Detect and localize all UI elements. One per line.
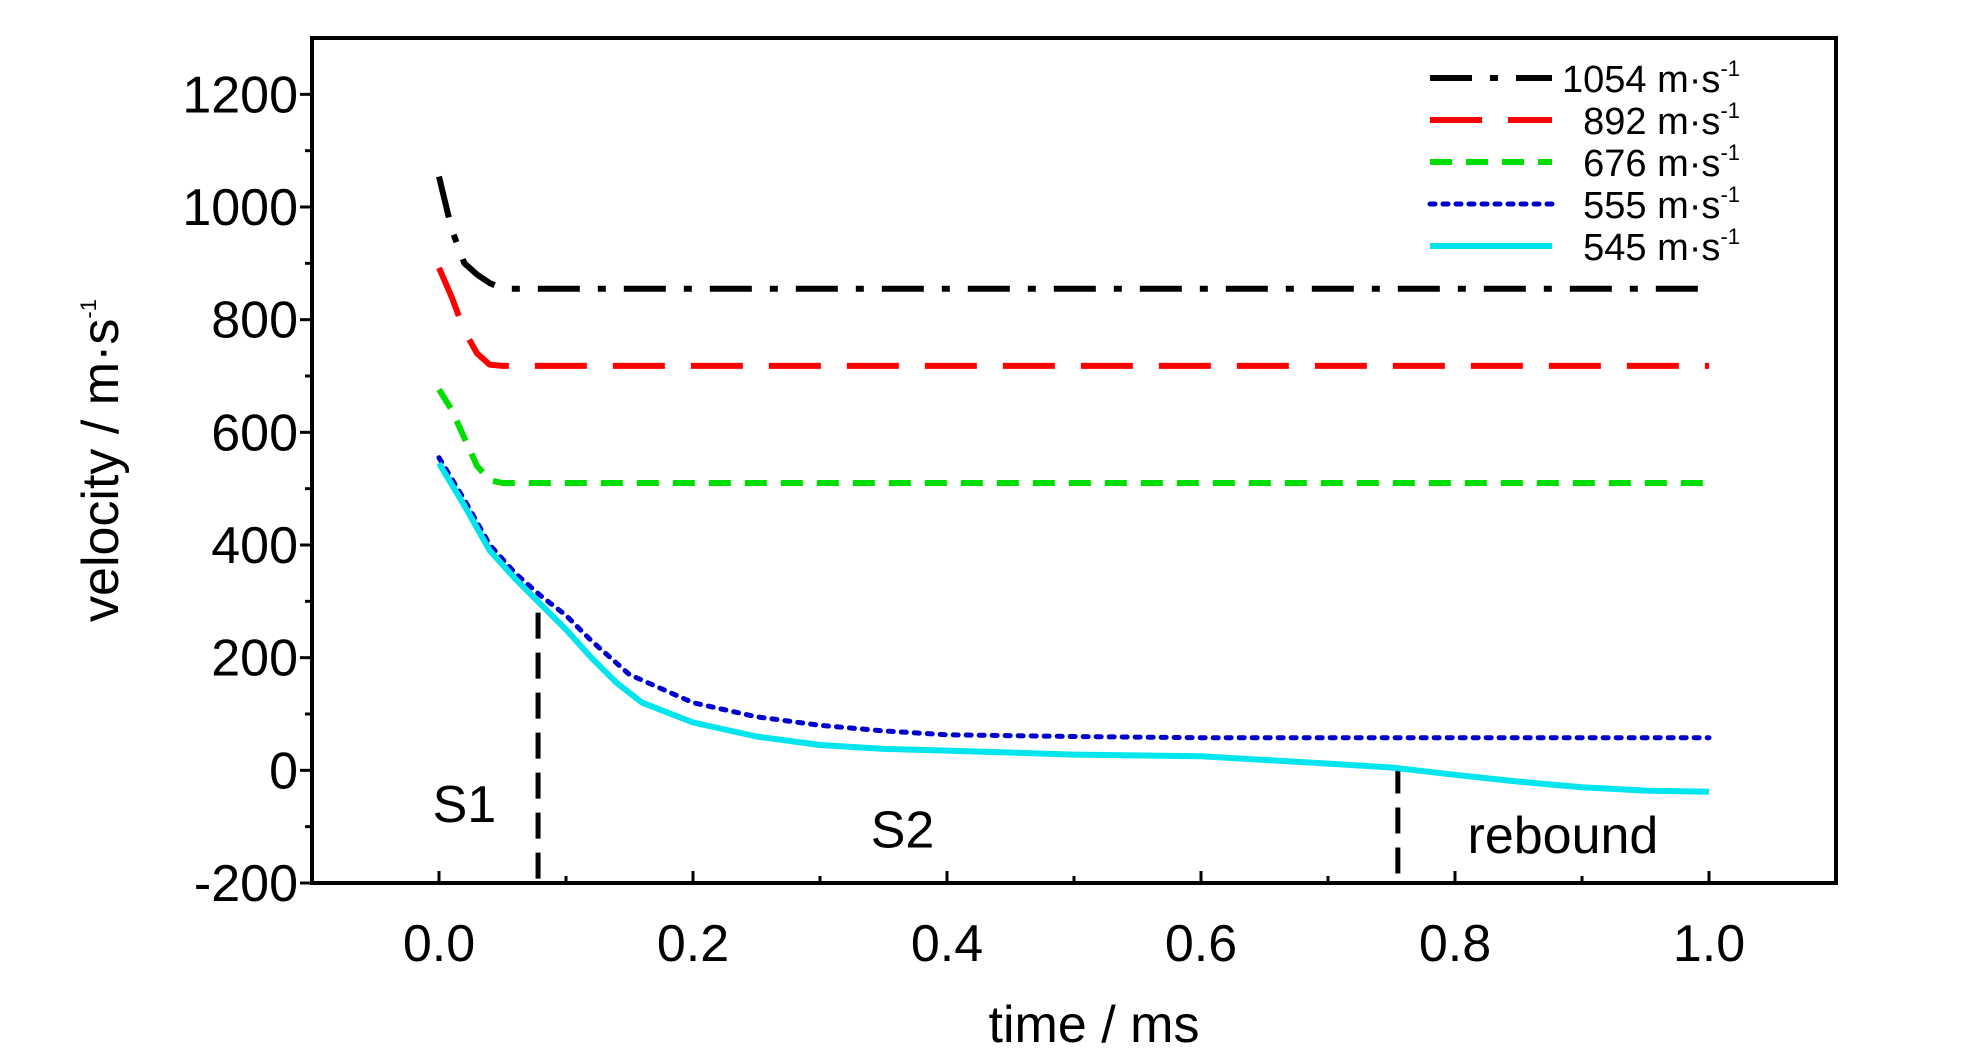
series-line-4 <box>436 455 1712 741</box>
stage-divider-lines <box>535 612 1401 883</box>
x-tick-label: 0.8 <box>1419 915 1491 973</box>
y-tick-label: 1200 <box>182 66 298 124</box>
series-line-1 <box>436 175 1709 292</box>
y-tick-label: 400 <box>211 517 298 575</box>
x-tick-label: 0.6 <box>1165 915 1237 973</box>
series-lines <box>436 175 1712 795</box>
region-annotations: S1 S2 rebound <box>433 776 1659 865</box>
y-tick-label: 0 <box>269 742 298 800</box>
x-axis-title: time / ms <box>989 996 1200 1054</box>
legend-label: 892 m·s-1 <box>1583 98 1740 143</box>
legend-label: 545 m·s-1 <box>1583 224 1740 269</box>
region-label: S1 <box>433 776 497 834</box>
y-tick-label: -200 <box>194 855 298 913</box>
legend-label: 676 m·s-1 <box>1583 140 1740 185</box>
y-axis-title-sup: -1 <box>76 299 101 319</box>
axis-ticks <box>300 92 1838 885</box>
series-line-3 <box>436 387 1709 486</box>
x-tick-label: 1.0 <box>1673 915 1745 973</box>
y-axis-title: velocity / m·s-1 <box>72 299 130 622</box>
y-tick-label: 600 <box>211 404 298 462</box>
y-tick-label: 800 <box>211 292 298 350</box>
series-line-5 <box>436 461 1710 795</box>
series-line-2 <box>436 266 1709 369</box>
x-tick-label: 0.0 <box>403 915 475 973</box>
legend-label: 555 m·s-1 <box>1583 182 1740 227</box>
legend-label: 1054 m·s-1 <box>1562 56 1740 101</box>
x-tick-label: 0.2 <box>657 915 729 973</box>
region-label: rebound <box>1468 807 1659 865</box>
y-tick-label: 200 <box>211 630 298 688</box>
y-tick-label: 1000 <box>182 179 298 237</box>
region-label: S2 <box>871 801 935 859</box>
x-tick-label: 0.4 <box>911 915 983 973</box>
tick-labels: 0.0 0.2 0.4 0.6 0.8 1.0 -200 0 200 400 600 800 1000 1… <box>182 66 1745 973</box>
y-axis-title-main: velocity / m·s <box>72 319 130 622</box>
